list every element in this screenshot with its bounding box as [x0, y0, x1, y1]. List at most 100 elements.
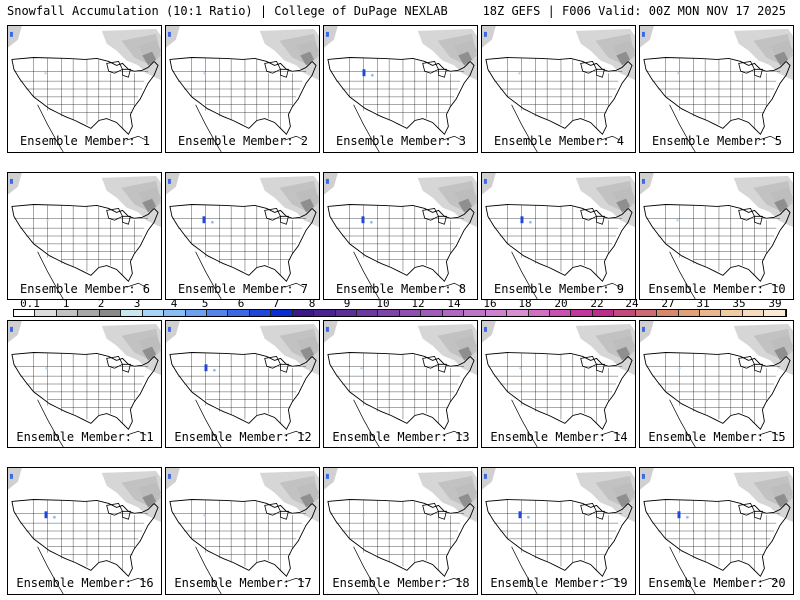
- ensemble-member-label: Ensemble Member: 2: [177, 134, 309, 148]
- colorbar-swatch: [399, 310, 422, 316]
- colorbar-swatch: [357, 310, 379, 316]
- colorbar-swatch: [592, 310, 615, 316]
- colorbar-tick-label: 14: [447, 297, 461, 310]
- colorbar-swatch: [292, 310, 315, 316]
- ensemble-member-label: Ensemble Member: 10: [648, 282, 786, 296]
- colorbar-swatch: [78, 310, 100, 316]
- ensemble-member-label: Ensemble Member: 1: [19, 134, 151, 148]
- colorbar-swatch: [485, 310, 508, 316]
- ensemble-member-map: [7, 320, 162, 448]
- colorbar-tick-label: 5: [201, 297, 209, 310]
- colorbar-swatch: [549, 310, 572, 316]
- ensemble-member-map: [481, 25, 636, 153]
- colorbar-swatch: [206, 310, 229, 316]
- colorbar-tick-label: 0.1: [20, 297, 40, 310]
- colorbar-swatch: [507, 310, 529, 316]
- colorbar-swatch: [614, 310, 636, 316]
- ensemble-member-label: Ensemble Member: 7: [177, 282, 309, 296]
- ensemble-member-map: [481, 467, 636, 595]
- ensemble-member-label: Ensemble Member: 20: [648, 576, 786, 590]
- colorbar-swatch: [421, 310, 443, 316]
- colorbar-swatch: [378, 310, 400, 316]
- colorbar-swatch: [635, 310, 658, 316]
- ensemble-member-map: [639, 172, 794, 300]
- ensemble-member-label: Ensemble Member: 5: [651, 134, 783, 148]
- colorbar-tick-label: 4: [170, 297, 178, 310]
- ensemble-member-label: Ensemble Member: 14: [490, 430, 628, 444]
- colorbar-swatch: [314, 310, 336, 316]
- ensemble-member-label: Ensemble Member: 19: [490, 576, 628, 590]
- ensemble-member-map: [7, 467, 162, 595]
- colorbar-tick-label: 6: [237, 297, 245, 310]
- colorbar-tick-label: 31: [696, 297, 710, 310]
- colorbar-swatch: [142, 310, 165, 316]
- ensemble-member-label: Ensemble Member: 4: [493, 134, 625, 148]
- colorbar-swatch: [249, 310, 272, 316]
- ensemble-member-map: [323, 467, 478, 595]
- colorbar-swatch: [14, 310, 36, 316]
- colorbar-swatch: [271, 310, 293, 316]
- ensemble-member-map: [7, 25, 162, 153]
- colorbar-tick-label: 35: [732, 297, 746, 310]
- map-title: Snowfall Accumulation (10:1 Ratio) | Col…: [7, 4, 448, 18]
- ensemble-member-map: [165, 467, 320, 595]
- ensemble-member-map: [639, 25, 794, 153]
- ensemble-member-label: Ensemble Member: 9: [493, 282, 625, 296]
- colorbar-swatch: [742, 310, 765, 316]
- ensemble-member-map: [639, 467, 794, 595]
- colorbar-swatch: [56, 310, 79, 316]
- colorbar-swatch: [121, 310, 143, 316]
- colorbar-tick-label: 20: [554, 297, 568, 310]
- ensemble-member-label: Ensemble Member: 12: [174, 430, 312, 444]
- colorbar-tick-label: 16: [483, 297, 497, 310]
- colorbar-swatch: [721, 310, 743, 316]
- ensemble-member-label: Ensemble Member: 6: [19, 282, 151, 296]
- ensemble-member-map: [165, 320, 320, 448]
- ensemble-member-label: Ensemble Member: 11: [16, 430, 154, 444]
- colorbar-tick-label: 1: [62, 297, 70, 310]
- colorbar-swatch: [228, 310, 250, 316]
- ensemble-member-label: Ensemble Member: 18: [332, 576, 470, 590]
- colorbar-tick-label: 24: [625, 297, 639, 310]
- colorbar-swatch: [571, 310, 593, 316]
- ensemble-member-label: Ensemble Member: 3: [335, 134, 467, 148]
- colorbar-legend: 0.1 1 2 3 4 5 6 7 8 9 10 12 14 16 18 20 22 24 27 31 35 39: [13, 297, 787, 319]
- valid-time-label: 18Z GEFS | F006 Valid: 00Z MON NOV 17 20…: [482, 4, 786, 18]
- ensemble-member-label: Ensemble Member: 16: [16, 576, 154, 590]
- colorbar-tick-label: 7: [272, 297, 280, 310]
- ensemble-member-label: Ensemble Member: 8: [335, 282, 467, 296]
- ensemble-member-map: [323, 172, 478, 300]
- colorbar-tick-label: 18: [518, 297, 532, 310]
- ensemble-member-map: [639, 320, 794, 448]
- ensemble-member-map: [323, 320, 478, 448]
- colorbar-tick-label: 8: [308, 297, 316, 310]
- colorbar-tick-label: 27: [661, 297, 675, 310]
- ensemble-member-map: [7, 172, 162, 300]
- ensemble-member-map: [165, 172, 320, 300]
- ensemble-member-map: [481, 172, 636, 300]
- colorbar-swatch: [657, 310, 679, 316]
- ensemble-member-label: Ensemble Member: 17: [174, 576, 312, 590]
- colorbar-swatch: [335, 310, 357, 316]
- colorbar: [13, 309, 787, 317]
- colorbar-tick-label: 22: [590, 297, 604, 310]
- colorbar-swatch: [700, 310, 722, 316]
- ensemble-member-map: [165, 25, 320, 153]
- ensemble-member-label: Ensemble Member: 15: [648, 430, 786, 444]
- colorbar-tick-label: 39: [768, 297, 782, 310]
- ensemble-member-label: Ensemble Member: 13: [332, 430, 470, 444]
- colorbar-swatch: [164, 310, 186, 316]
- colorbar-tick-label: 9: [343, 297, 351, 310]
- colorbar-swatch: [185, 310, 207, 316]
- colorbar-tick-label: 10: [376, 297, 390, 310]
- colorbar-swatch: [528, 310, 550, 316]
- colorbar-swatch: [464, 310, 486, 316]
- colorbar-swatch: [99, 310, 122, 316]
- ensemble-member-map: [481, 320, 636, 448]
- colorbar-tick-label: 2: [97, 297, 105, 310]
- ensemble-member-map: [323, 25, 478, 153]
- colorbar-tick-label: 12: [411, 297, 425, 310]
- colorbar-swatch: [442, 310, 465, 316]
- colorbar-swatch: [764, 310, 786, 316]
- colorbar-swatch: [678, 310, 700, 316]
